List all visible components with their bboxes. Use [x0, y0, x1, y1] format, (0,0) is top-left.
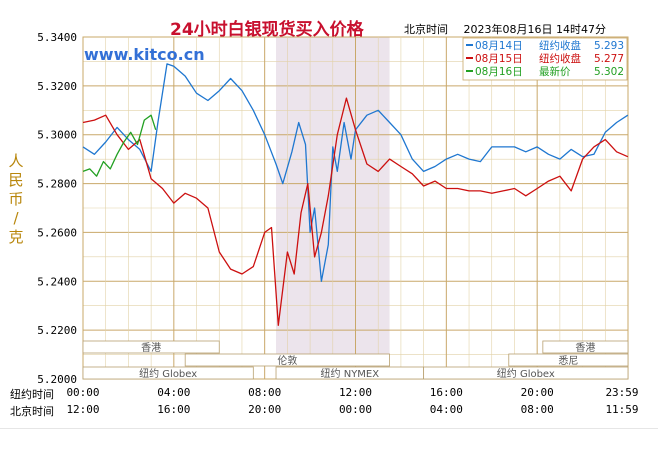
header-info: 北京时间 2023年08月16日 14时47分: [404, 21, 618, 37]
market-session-label: 香港: [575, 342, 595, 354]
legend-date: 08月15日: [475, 53, 523, 65]
legend-kind: 最新价: [539, 65, 571, 78]
ny-time-tick-label: 12:00: [338, 386, 373, 399]
bj-time-row-label: 北京时间: [10, 405, 54, 418]
kitco-watermark: www.kitco.cn: [84, 45, 205, 64]
market-session-bar: [508, 353, 629, 367]
y-unit-char-0: 人: [8, 152, 24, 170]
legend-box: [462, 37, 628, 81]
ny-time-tick-label: 20:00: [520, 386, 554, 399]
y-tick-label: 5.3000: [37, 129, 77, 142]
y-tick-label: 5.3200: [37, 80, 77, 93]
bj-time-tick-label: 00:00: [338, 403, 373, 416]
bj-time-tick-label: 20:00: [248, 403, 282, 416]
ny-time-tick-label: 00:00: [66, 386, 100, 399]
market-session-bar: [82, 340, 220, 354]
series-line-2: [82, 114, 157, 177]
market-session-bar: [542, 340, 629, 354]
series-line-1: [82, 97, 629, 326]
series-line-0: [82, 63, 629, 282]
market-session-label: 纽约 Globex: [139, 367, 197, 380]
legend-kind: 纽约收盘: [539, 52, 581, 65]
market-session-bar: [184, 353, 390, 367]
legend-kind: 纽约收盘: [539, 39, 581, 52]
y-tick-label: 5.2400: [37, 275, 77, 288]
market-session-bar: [82, 366, 254, 380]
bj-time-tick-label: 04:00: [429, 403, 463, 416]
market-session-label: 纽约 NYMEX: [321, 367, 380, 380]
ny-time-tick-label: 08:00: [248, 386, 282, 399]
y-unit-char-1: 民: [8, 171, 24, 189]
y-unit-char-4: 克: [8, 228, 24, 246]
y-tick-label: 5.3400: [37, 31, 77, 44]
legend-date: 08月14日: [475, 40, 523, 52]
y-unit-char-2: 币: [8, 190, 24, 208]
legend-value: 5.293: [594, 40, 624, 52]
ny-time-tick-label: 04:00: [157, 386, 191, 399]
bj-time-tick-label: 08:00: [520, 403, 554, 416]
market-session-label: 纽约 Globex: [497, 367, 555, 380]
y-axis-unit-label: 人民币 / 克: [6, 152, 26, 247]
ny-time-tick-label: 16:00: [429, 386, 463, 399]
y-tick-label: 5.2000: [37, 373, 77, 386]
chart-title: 24小时白银现货买入价格: [170, 20, 364, 40]
market-session-label: 悉尼: [558, 355, 578, 367]
legend-value: 5.302: [594, 66, 624, 78]
market-session-bar: [423, 366, 629, 380]
ny-time-row-label: 纽约时间: [10, 388, 54, 401]
y-tick-label: 5.2600: [37, 226, 77, 239]
bj-time-tick-label: 11:59: [605, 403, 639, 416]
legend-date: 08月16日: [475, 66, 523, 78]
bj-time-tick-label: 12:00: [66, 403, 100, 416]
bj-time-tick-label: 16:00: [157, 403, 191, 416]
legend-value: 5.277: [594, 53, 624, 65]
y-unit-char-3: /: [13, 209, 19, 227]
market-session-label: 伦敦: [277, 354, 297, 367]
timestamp-label: 2023年08月16日 14时47分: [463, 23, 606, 36]
timezone-label: 北京时间: [404, 23, 448, 36]
y-tick-label: 5.2800: [37, 178, 77, 191]
y-tick-label: 5.2200: [37, 324, 77, 337]
market-session-label: 香港: [141, 342, 161, 354]
ny-time-tick-label: 23:59: [605, 386, 639, 399]
bottom-divider: [0, 428, 658, 429]
